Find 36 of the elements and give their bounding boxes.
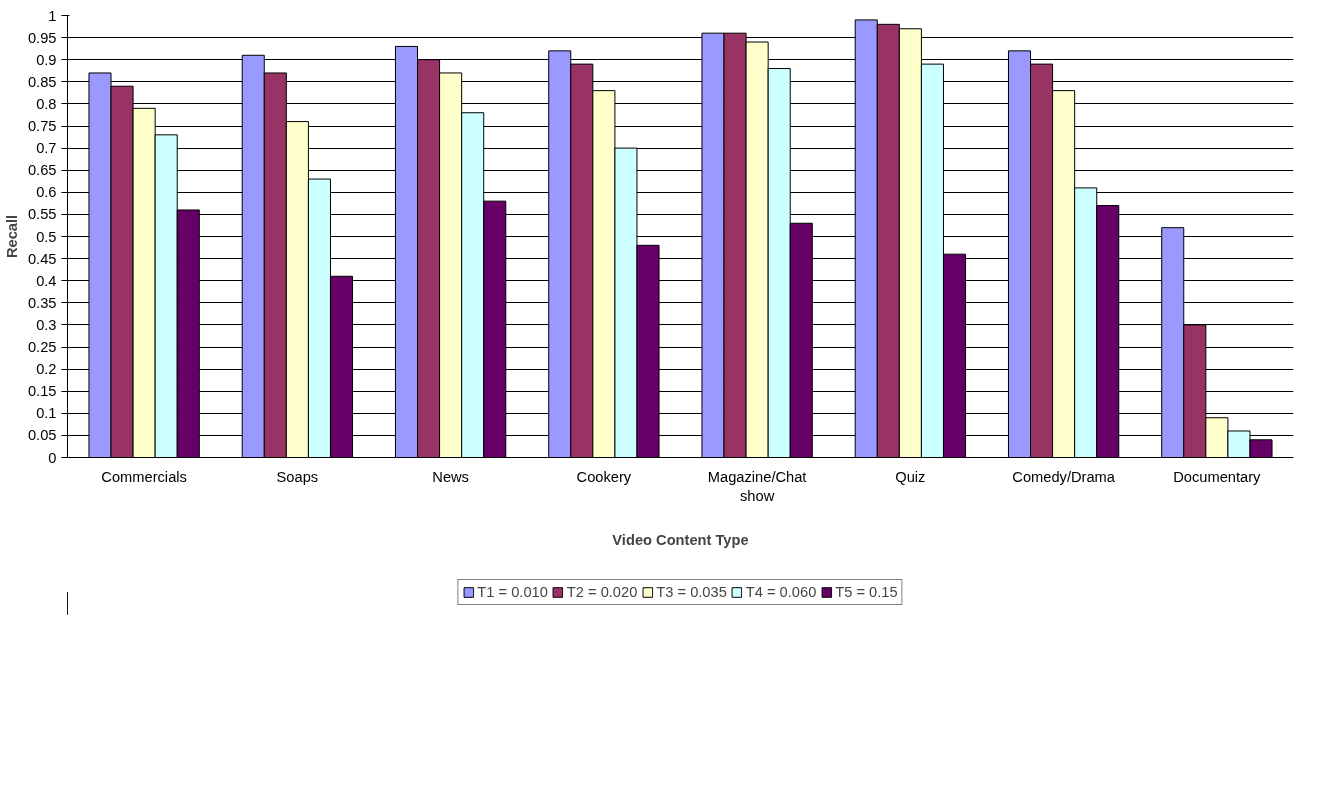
y-tick-label: 0.9 xyxy=(36,51,57,68)
legend-label: T3 = 0.035 xyxy=(656,584,727,600)
y-tick-label: 0.4 xyxy=(36,272,57,289)
y-tick-label: 1 xyxy=(48,7,57,24)
y-tick-label: 0.3 xyxy=(36,316,57,333)
x-tick-label: Cookery xyxy=(576,468,632,485)
legend-label: T5 = 0.15 xyxy=(835,584,898,600)
y-tick-label: 0 xyxy=(48,449,57,466)
y-tick-label: 0.5 xyxy=(36,228,57,245)
y-tick-label: 0.15 xyxy=(27,383,57,400)
legend-label: T2 = 0.020 xyxy=(566,584,638,600)
y-tick-label: 0.55 xyxy=(27,206,57,223)
x-tick-label: Magazine/Chat show xyxy=(707,468,807,504)
legend-label: T4 = 0.060 xyxy=(745,584,817,600)
y-tick-label: 0.45 xyxy=(27,250,57,267)
y-tick-label: 0.35 xyxy=(27,294,57,311)
y-tick-label: 0.7 xyxy=(36,140,57,157)
x-tick-label: Soaps xyxy=(276,468,319,485)
y-axis-title: Recall xyxy=(3,214,20,259)
y-tick-label: 0.8 xyxy=(36,95,57,112)
y-tick-label: 0.25 xyxy=(27,339,57,355)
y-tick-label: 0.05 xyxy=(27,427,57,444)
legend-label: T1 = 0.010 xyxy=(477,584,548,600)
y-tick-label: 0.1 xyxy=(36,405,57,422)
y-tick-label: 0.2 xyxy=(36,361,57,378)
x-tick-label: Commercials xyxy=(101,468,187,485)
x-tick-label: Documentary xyxy=(1173,468,1262,485)
x-axis-title: Video Content Type xyxy=(612,531,749,548)
y-tick-label: 0.95 xyxy=(27,29,57,46)
x-tick-label: Comedy/Drama xyxy=(1012,468,1116,485)
y-tick-label: 0.85 xyxy=(27,73,57,90)
y-tick-label: 0.6 xyxy=(36,184,57,201)
y-tick-label: 0.75 xyxy=(27,118,57,134)
x-tick-label: Quiz xyxy=(895,468,926,485)
y-tick-label: 0.65 xyxy=(27,162,57,179)
x-tick-label: News xyxy=(432,468,469,485)
